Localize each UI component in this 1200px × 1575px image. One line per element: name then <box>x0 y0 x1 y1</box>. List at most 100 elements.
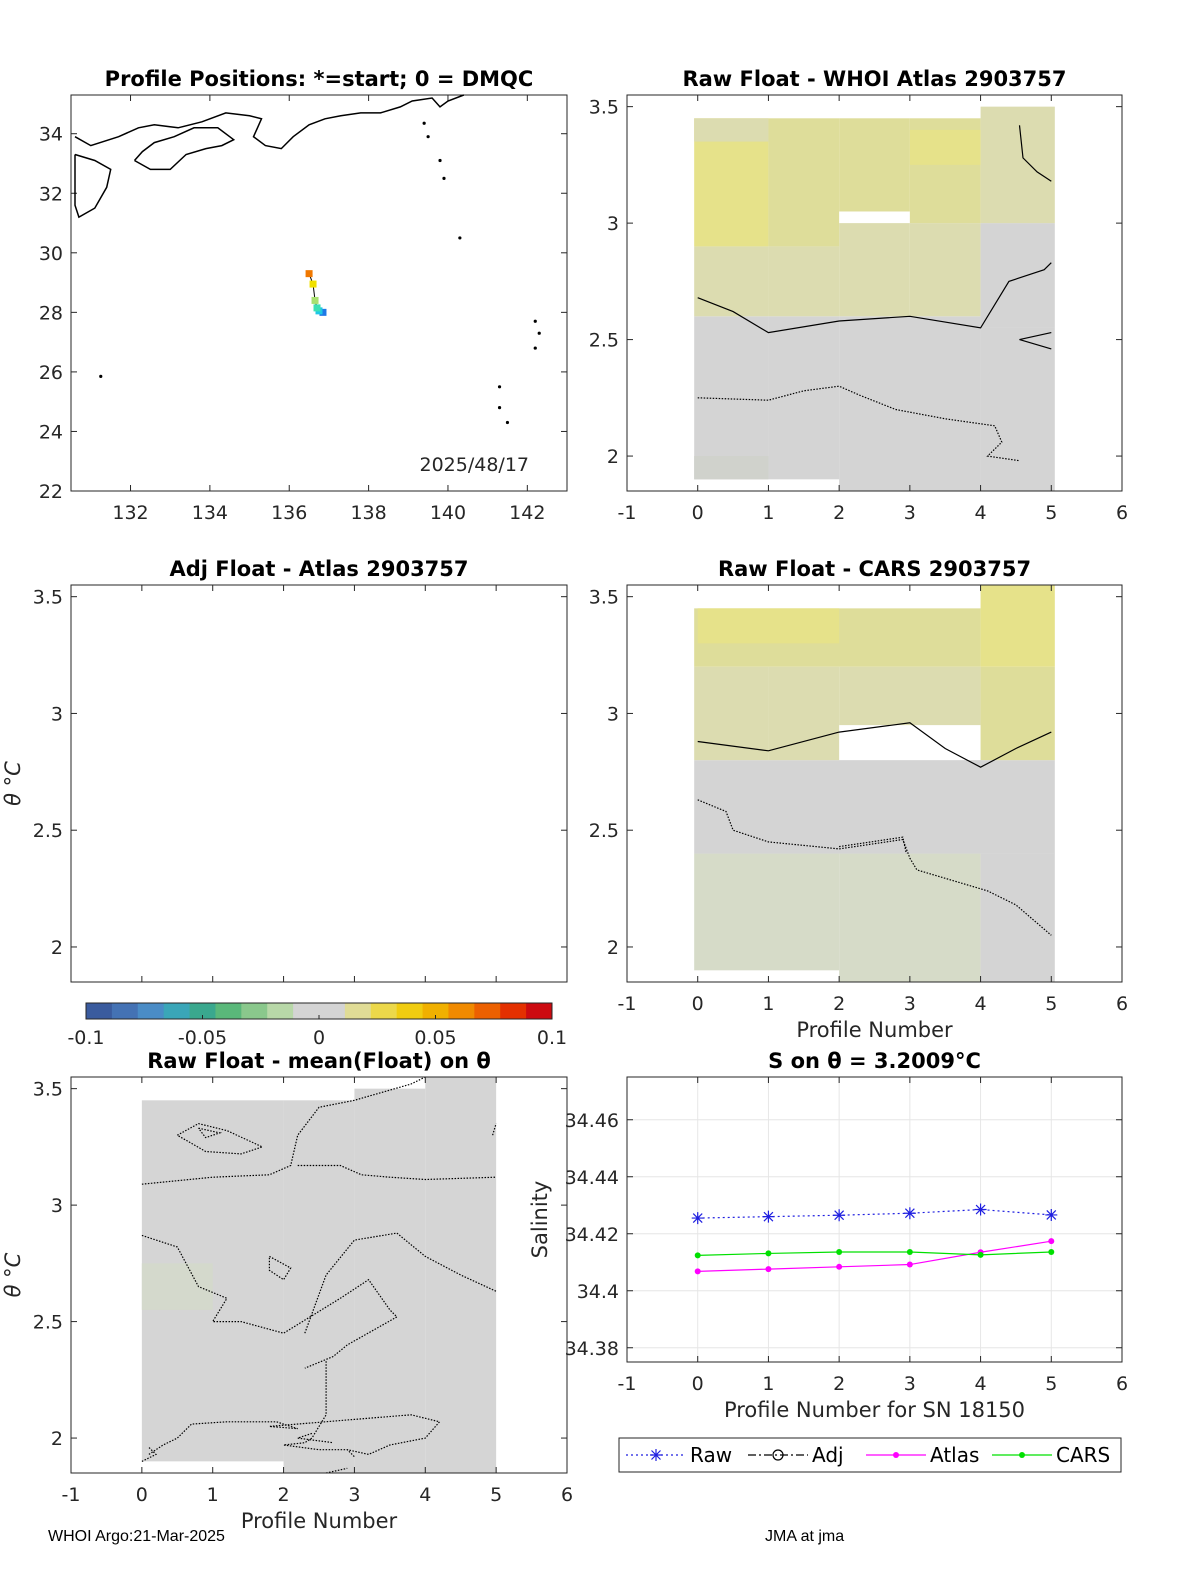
colorbar-tick-label: 0.1 <box>537 1027 567 1049</box>
raw-cars-cell <box>694 853 840 971</box>
island <box>99 374 103 378</box>
raw-atlas-ytick-label: 2.5 <box>589 330 619 352</box>
profile-position-2 <box>313 304 321 312</box>
raw-atlas-cell <box>694 246 769 317</box>
footer-left: WHOI Argo:21-Mar-2025 <box>48 1528 225 1545</box>
map-date-annotation: 2025/48/17 <box>419 454 529 476</box>
salinity-frame <box>626 1076 1123 1363</box>
map-xtick-label: 142 <box>509 502 545 524</box>
adj-atlas-ytick-label: 2.5 <box>33 820 63 842</box>
raw-mean-ylabel: θ °C <box>1 1252 25 1297</box>
salinity-ytick-label: 34.38 <box>565 1338 619 1360</box>
colorbar-swatch <box>137 1003 165 1019</box>
salinity-xtick-label: 2 <box>833 1373 845 1395</box>
raw-atlas-cell <box>980 106 1055 224</box>
raw-mean-xtick-label: 6 <box>561 1484 573 1506</box>
raw-atlas-cell <box>768 316 840 480</box>
raw-mean-ytick-label: 3 <box>51 1195 63 1217</box>
series-point-atlas <box>906 1261 913 1268</box>
colorbar-swatch <box>319 1003 346 1019</box>
raw-atlas-contour-solid <box>697 262 1052 334</box>
series-point-raw <box>691 1212 704 1225</box>
island <box>426 135 430 139</box>
colorbar-swatch <box>422 1003 449 1019</box>
series-point-raw <box>833 1209 846 1222</box>
salinity-title: S on θ = 3.2009°C <box>768 1049 981 1073</box>
colorbar-swatch <box>500 1003 527 1019</box>
footer-right: JMA at jma <box>765 1528 845 1545</box>
raw-atlas-xtick-label: 3 <box>904 502 916 524</box>
island <box>438 158 442 163</box>
legend-marker-cars <box>1019 1452 1025 1458</box>
raw-atlas-xtick-label: 0 <box>692 502 704 524</box>
raw-atlas-xtick-label: 2 <box>833 502 845 524</box>
island <box>533 319 537 323</box>
salinity-axes: S on θ = 3.2009°C -1 0 1 2 3 4 5 6 34.38 34.4 34.42… <box>528 1049 1128 1422</box>
colorbar-swatch <box>448 1003 475 1019</box>
map-ytick-label: 24 <box>39 421 63 443</box>
adj-atlas-frame <box>70 584 568 983</box>
colorbar-swatch <box>215 1003 242 1019</box>
raw-mean-ytick-label: 3.5 <box>33 1079 63 1101</box>
colorbar-swatch <box>474 1003 501 1019</box>
colorbar-tick-label: -0.05 <box>178 1027 227 1049</box>
legend-marker-adj <box>772 1449 784 1461</box>
raw-atlas-cell <box>694 118 769 142</box>
salinity-xtick-label: 5 <box>1045 1373 1057 1395</box>
map-ytick-label: 32 <box>39 183 63 205</box>
adj-atlas-ytick-label: 3.5 <box>33 587 63 609</box>
legend-label-cars: CARS <box>1056 1443 1110 1467</box>
salinity-grid <box>626 1077 1123 1362</box>
colorbar-swatch <box>344 1003 372 1019</box>
raw-cars-axes: Raw Float - CARS 2903757 -1 0 1 2 3 4 5 6 2 2.5 3 3.… <box>589 557 1128 1042</box>
colorbar-swatch <box>86 1003 113 1019</box>
colorbar-swatch <box>396 1003 424 1019</box>
raw-mean-xtick-label: 2 <box>278 1484 290 1506</box>
raw-mean-axes: Raw Float - mean(Float) on θ -1 0 1 2 3 4 5 6 2 2.… <box>1 1049 573 1533</box>
raw-mean-xtick-label: 3 <box>348 1484 360 1506</box>
island <box>537 331 541 335</box>
map-xtick-label: 132 <box>112 502 148 524</box>
salinity-xtick-label: 3 <box>904 1373 916 1395</box>
map-xtick-label: 140 <box>430 502 466 524</box>
coastline-1 <box>133 127 236 171</box>
raw-atlas-cell <box>694 316 769 480</box>
series-point-atlas <box>765 1266 772 1273</box>
island <box>497 385 502 389</box>
series-atlas <box>694 1238 1055 1275</box>
coastline-0 <box>74 94 465 150</box>
raw-mean-xtick-label: 0 <box>136 1484 148 1506</box>
adj-atlas-ytick-label: 2 <box>51 937 63 959</box>
colorbar-tick-label: 0 <box>313 1027 325 1049</box>
raw-mean-xlabel: Profile Number <box>241 1509 398 1533</box>
coastline-2 <box>74 153 112 219</box>
island <box>533 346 537 350</box>
adj-atlas-ylabel: θ °C <box>1 761 25 806</box>
map-xtick-label: 136 <box>271 502 307 524</box>
raw-atlas-contour-solid-3 <box>1019 332 1052 350</box>
raw-atlas-frame <box>626 94 1123 492</box>
raw-cars-cell <box>768 666 840 761</box>
series-line-raw <box>697 1208 1052 1219</box>
adj-atlas-axes: Adj Float - Atlas 2903757 2 2.5 3 3.5 θ °C <box>1 557 568 983</box>
raw-mean-cell <box>141 1263 213 1310</box>
salinity-xtick-label: 0 <box>692 1373 704 1395</box>
raw-atlas-cell <box>768 246 840 317</box>
series-point-raw <box>903 1207 916 1220</box>
raw-mean-xtick-label: 4 <box>419 1484 431 1506</box>
adj-atlas-title: Adj Float - Atlas 2903757 <box>169 557 468 581</box>
raw-mean-contour-7 <box>268 1255 292 1281</box>
raw-mean-cell <box>283 1100 355 1473</box>
salinity-ytick-label: 34.44 <box>565 1167 619 1189</box>
raw-cars-xtick-label: 6 <box>1116 993 1128 1015</box>
series-line-cars <box>697 1251 1052 1257</box>
colorbar-swatch <box>526 1003 553 1019</box>
raw-mean-contour-11 <box>141 1446 158 1462</box>
colorbar-swatch <box>163 1003 191 1019</box>
raw-atlas-xtick-label: 6 <box>1116 502 1128 524</box>
raw-cars-xtick-label: 3 <box>904 993 916 1015</box>
profile-position-0 <box>319 308 327 316</box>
series-point-atlas <box>694 1268 701 1275</box>
salinity-ytick-label: 34.42 <box>565 1224 619 1246</box>
